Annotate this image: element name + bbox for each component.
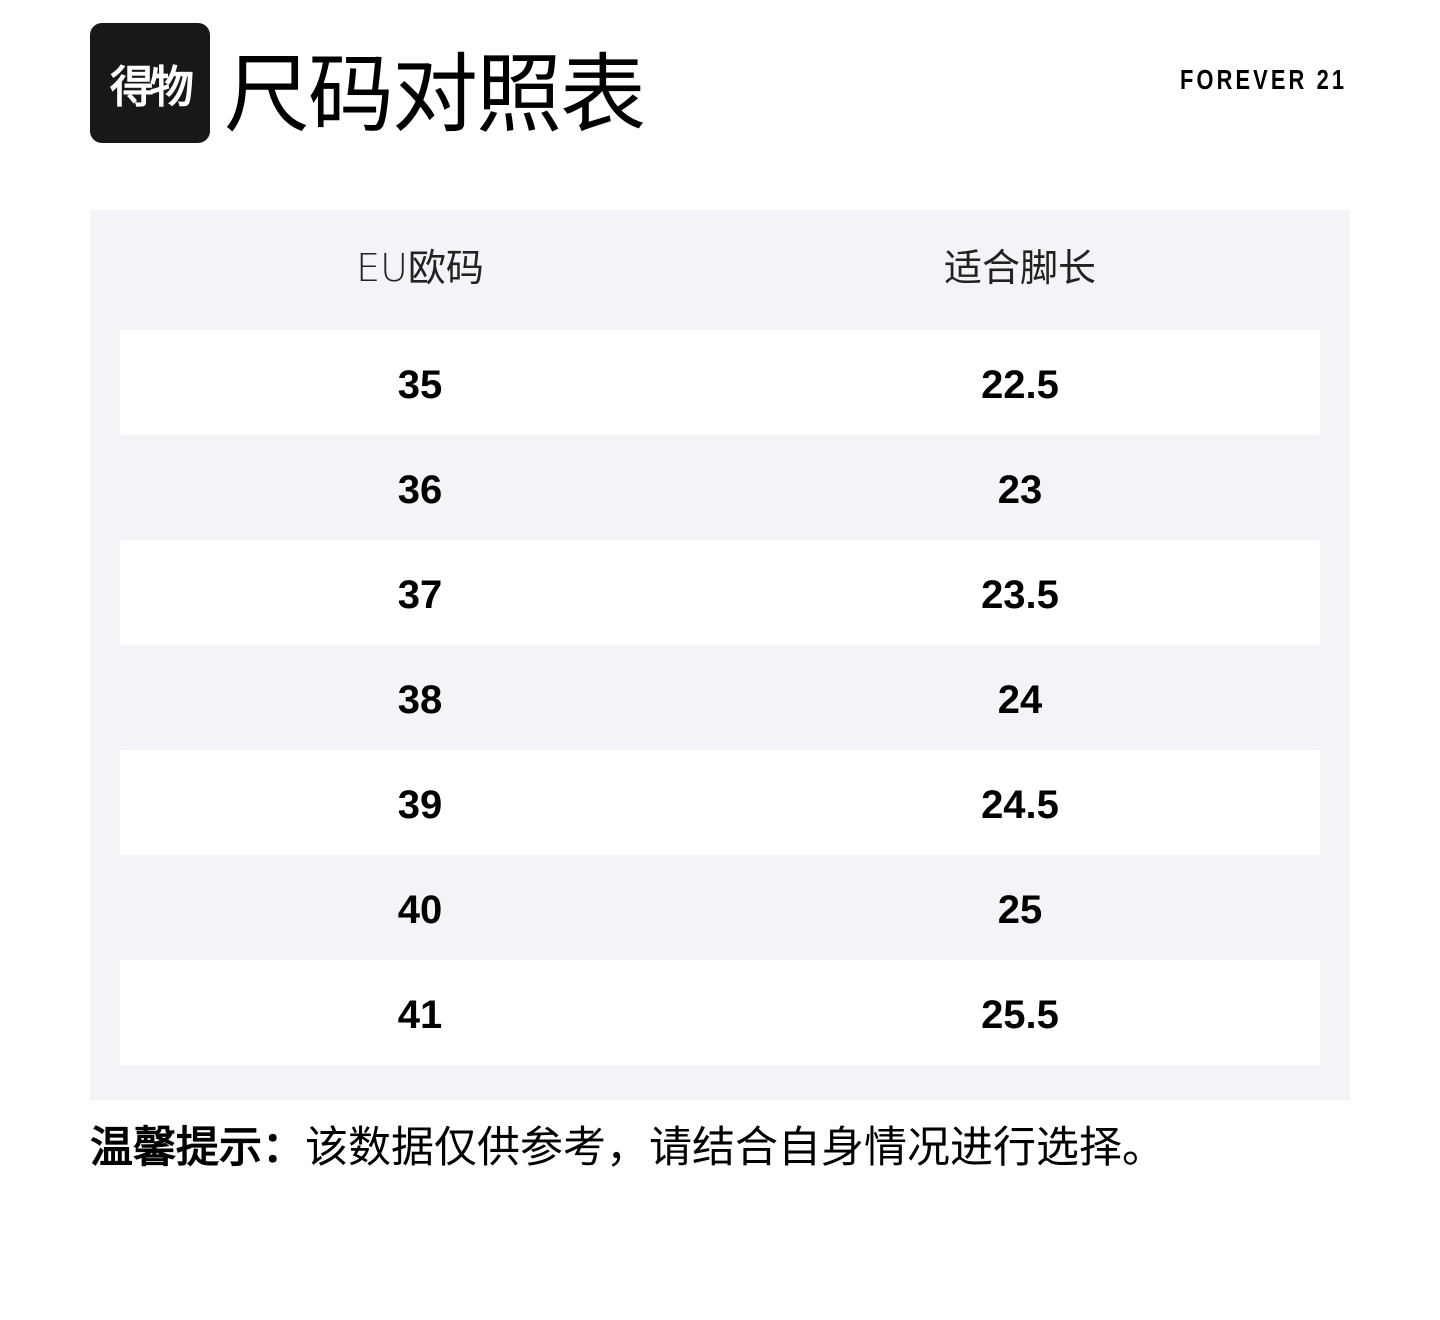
table-header: EU欧码 适合脚长: [120, 210, 1320, 330]
table-row: 38 24: [120, 645, 1320, 750]
cell-eu: 38: [397, 678, 443, 722]
cell-length: 23.5: [981, 573, 1059, 617]
brand-logo: FOREVER 21: [1180, 64, 1348, 95]
table-row: 40 25: [120, 855, 1320, 960]
header-eu-size: EU欧码: [356, 246, 484, 290]
logo-text: 得物: [110, 62, 194, 113]
tip-label: 温馨提示：: [90, 1123, 305, 1173]
cell-eu: 40: [397, 888, 443, 932]
tip-note: 温馨提示：该数据仅供参考，请结合自身情况进行选择。: [90, 1118, 1165, 1178]
cell-length: 22.5: [981, 363, 1059, 407]
table-row: 41 25.5: [120, 960, 1320, 1065]
cell-eu: 36: [397, 468, 443, 512]
cell-length: 25: [997, 888, 1043, 932]
cell-eu: 35: [397, 363, 443, 407]
tip-text: 该数据仅供参考，请结合自身情况进行选择。: [305, 1123, 1165, 1173]
cell-eu: 41: [397, 993, 443, 1037]
page-title: 尺码对照表: [224, 45, 646, 145]
cell-length: 24: [997, 678, 1043, 722]
cell-eu: 39: [397, 783, 443, 827]
header-foot-length: 适合脚长: [943, 246, 1096, 290]
table-row: 36 23: [120, 435, 1320, 540]
table-row: 35 22.5: [120, 330, 1320, 435]
table-row: 39 24.5: [120, 750, 1320, 855]
cell-length: 23: [997, 468, 1043, 512]
dewu-logo: 得物: [90, 23, 210, 143]
cell-length: 25.5: [981, 993, 1059, 1037]
table-row: 37 23.5: [120, 540, 1320, 645]
cell-eu: 37: [397, 573, 443, 617]
size-table: EU欧码 适合脚长 35 22.5 36 23 37 23.5 38 24 39 24.5…: [90, 210, 1350, 1100]
cell-length: 24.5: [981, 783, 1059, 827]
